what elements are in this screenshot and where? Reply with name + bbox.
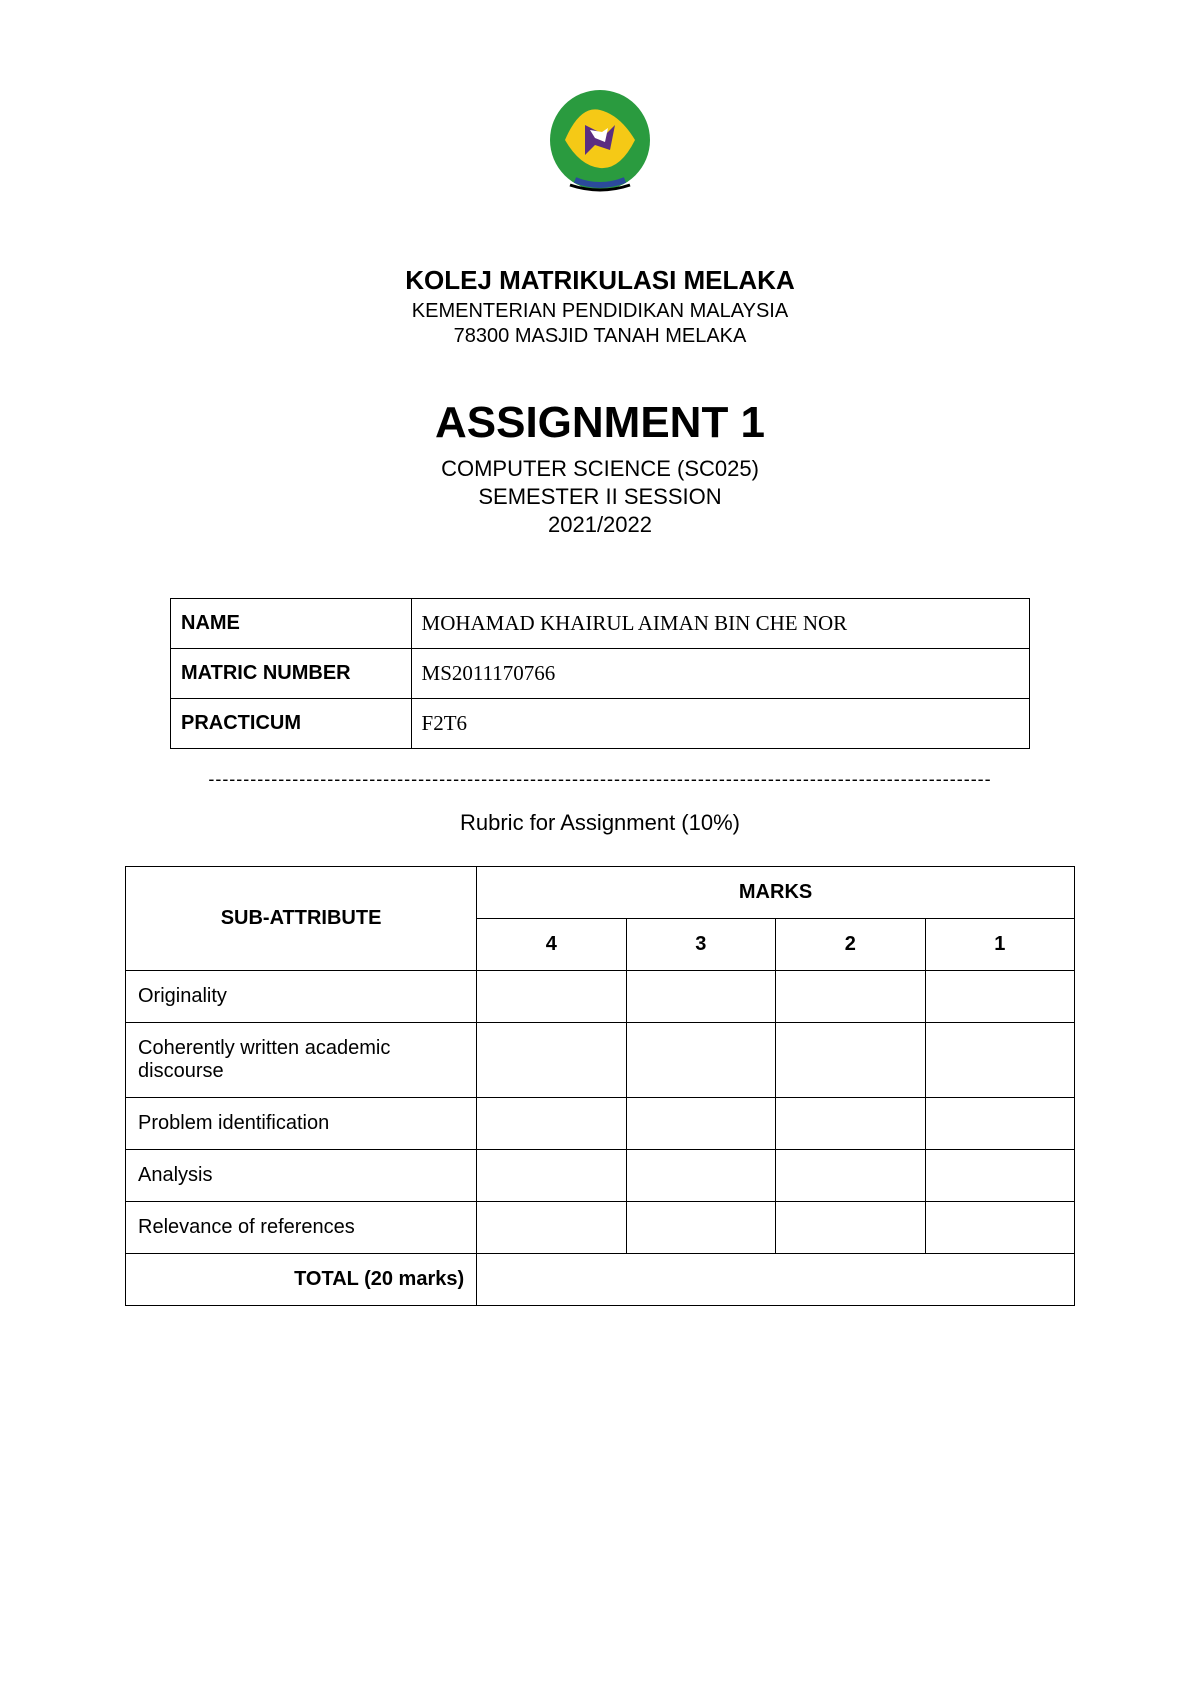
rubric-cell: [776, 1150, 925, 1202]
header-block: KOLEJ MATRIKULASI MELAKA KEMENTERIAN PEN…: [100, 265, 1100, 348]
rubric-cell: [925, 1150, 1075, 1202]
table-row: Coherently written academic discourse: [126, 1023, 1075, 1098]
institution-name: KOLEJ MATRIKULASI MELAKA: [100, 265, 1100, 296]
assignment-block: ASSIGNMENT 1 COMPUTER SCIENCE (SC025) SE…: [100, 398, 1100, 538]
divider-line: ----------------------------------------…: [100, 769, 1100, 790]
info-value-name: MOHAMAD KHAIRUL AIMAN BIN CHE NOR: [411, 599, 1029, 649]
rubric-row-problem: Problem identification: [126, 1098, 477, 1150]
rubric-cell: [925, 1023, 1075, 1098]
table-row: Problem identification: [126, 1098, 1075, 1150]
rubric-table: SUB-ATTRIBUTE MARKS 4 3 2 1 Originality …: [125, 866, 1075, 1306]
rubric-cell: [925, 971, 1075, 1023]
info-value-matric: MS2011170766: [411, 649, 1029, 699]
info-label-name: NAME: [171, 599, 412, 649]
rubric-cell: [626, 971, 775, 1023]
marks-col-3: 3: [626, 919, 775, 971]
ministry-name: KEMENTERIAN PENDIDIKAN MALAYSIA: [100, 300, 1100, 323]
rubric-cell: [477, 1098, 626, 1150]
rubric-row-analysis: Analysis: [126, 1150, 477, 1202]
table-row: TOTAL (20 marks): [126, 1254, 1075, 1306]
sub-attribute-header: SUB-ATTRIBUTE: [126, 867, 477, 971]
student-info-table: NAME MOHAMAD KHAIRUL AIMAN BIN CHE NOR M…: [170, 598, 1030, 749]
course-name: COMPUTER SCIENCE (SC025): [100, 456, 1100, 482]
marks-col-4: 4: [477, 919, 626, 971]
rubric-cell: [626, 1202, 775, 1254]
rubric-cell: [925, 1202, 1075, 1254]
semester: SEMESTER II SESSION: [100, 484, 1100, 510]
assignment-title: ASSIGNMENT 1: [100, 398, 1100, 448]
table-row: MATRIC NUMBER MS2011170766: [171, 649, 1030, 699]
rubric-cell: [925, 1098, 1075, 1150]
rubric-cell: [626, 1150, 775, 1202]
table-row: Originality: [126, 971, 1075, 1023]
rubric-row-originality: Originality: [126, 971, 477, 1023]
rubric-row-coherent: Coherently written academic discourse: [126, 1023, 477, 1098]
rubric-cell: [626, 1023, 775, 1098]
session-year: 2021/2022: [100, 512, 1100, 538]
rubric-cell: [477, 1150, 626, 1202]
rubric-cell: [477, 1023, 626, 1098]
info-value-practicum: F2T6: [411, 699, 1029, 749]
rubric-cell: [776, 1023, 925, 1098]
table-row: Relevance of references: [126, 1202, 1075, 1254]
rubric-cell: [776, 1098, 925, 1150]
table-row: SUB-ATTRIBUTE MARKS: [126, 867, 1075, 919]
rubric-row-references: Relevance of references: [126, 1202, 477, 1254]
marks-col-1: 1: [925, 919, 1075, 971]
rubric-cell: [776, 1202, 925, 1254]
rubric-total-label: TOTAL (20 marks): [126, 1254, 477, 1306]
marks-col-2: 2: [776, 919, 925, 971]
rubric-cell: [477, 1202, 626, 1254]
info-label-practicum: PRACTICUM: [171, 699, 412, 749]
info-label-matric: MATRIC NUMBER: [171, 649, 412, 699]
table-row: Analysis: [126, 1150, 1075, 1202]
institution-logo: [540, 80, 660, 200]
rubric-cell: [626, 1098, 775, 1150]
rubric-cell: [477, 971, 626, 1023]
rubric-cell: [776, 971, 925, 1023]
logo-container: [100, 80, 1100, 205]
address: 78300 MASJID TANAH MELAKA: [100, 325, 1100, 348]
rubric-total-cell: [477, 1254, 1075, 1306]
rubric-title: Rubric for Assignment (10%): [100, 810, 1100, 836]
table-row: PRACTICUM F2T6: [171, 699, 1030, 749]
table-row: NAME MOHAMAD KHAIRUL AIMAN BIN CHE NOR: [171, 599, 1030, 649]
marks-header: MARKS: [477, 867, 1075, 919]
